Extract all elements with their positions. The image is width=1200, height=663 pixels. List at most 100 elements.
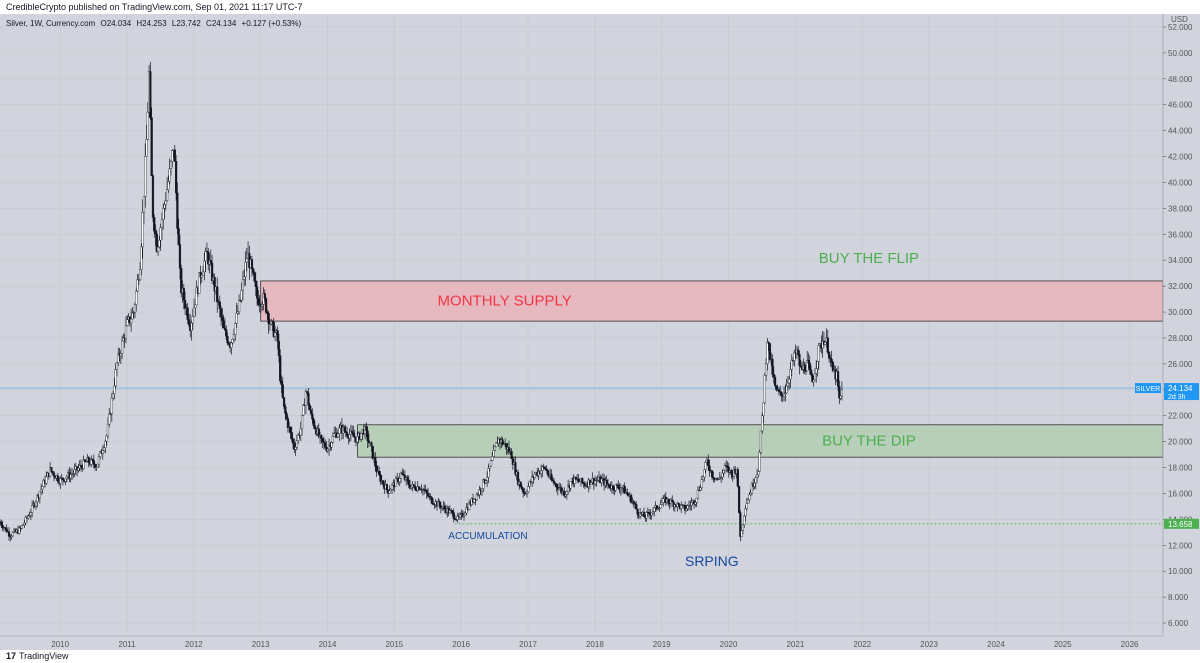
- candle-body: [155, 233, 158, 252]
- candle-body: [379, 474, 382, 482]
- candle-body: [468, 502, 471, 510]
- candle-body: [619, 487, 622, 491]
- candle-body: [767, 341, 770, 344]
- price-axis[interactable]: [1163, 14, 1200, 650]
- candle-body: [451, 510, 454, 513]
- candle-body: [273, 332, 277, 337]
- candle-body: [577, 478, 580, 481]
- candle-body: [790, 360, 793, 370]
- candle-body: [558, 488, 561, 490]
- candle-body: [488, 465, 491, 469]
- candle-body: [200, 274, 203, 278]
- candle-body: [108, 414, 111, 425]
- candle-body: [119, 353, 122, 357]
- candle-body: [632, 501, 635, 504]
- x-tick-label: 2017: [519, 640, 537, 649]
- candle-body: [749, 492, 752, 496]
- candle-body: [545, 468, 548, 471]
- x-tick-label: 2010: [51, 640, 69, 649]
- candle-body: [367, 440, 371, 443]
- candle-body: [322, 441, 326, 444]
- candle-body: [438, 501, 441, 506]
- candle-body: [173, 149, 176, 162]
- currency-label: USD: [1171, 15, 1188, 24]
- candle-body: [501, 439, 504, 445]
- supply-zone[interactable]: [260, 280, 1164, 322]
- y-tick-label: 16.000: [1168, 489, 1193, 498]
- candle-body: [533, 473, 536, 478]
- candle-body: [581, 478, 584, 483]
- candle-body: [839, 395, 842, 399]
- candle-body: [655, 505, 658, 510]
- candle-body: [160, 219, 164, 228]
- candle-body: [344, 431, 347, 433]
- candle-body: [308, 404, 311, 411]
- candle-body: [262, 293, 265, 305]
- candle-body: [34, 501, 38, 507]
- candle-body: [345, 432, 349, 437]
- candle-body: [22, 524, 25, 526]
- change-value: +0.127 (+0.53%): [241, 19, 302, 28]
- candle-body: [827, 352, 831, 359]
- candle-body: [186, 307, 189, 320]
- annotation-label: BUY THE DIP: [822, 433, 916, 450]
- candle-body: [213, 277, 216, 292]
- candle-body: [154, 230, 157, 235]
- candle-body: [594, 480, 597, 485]
- candle-body: [82, 459, 85, 469]
- candle-body: [456, 515, 459, 520]
- candle-body: [388, 490, 391, 494]
- candle-body: [569, 481, 572, 489]
- candle-body: [164, 200, 167, 205]
- candle-body: [207, 251, 210, 265]
- candle-body: [28, 515, 31, 517]
- candle-body: [64, 478, 67, 482]
- candle-body: [475, 494, 478, 500]
- x-tick-label: 2022: [853, 640, 871, 649]
- candle-body: [552, 480, 556, 484]
- candle-body: [510, 451, 513, 460]
- candle-body: [528, 481, 531, 487]
- candle-body: [736, 469, 739, 487]
- candle-body: [51, 471, 54, 474]
- candle-body: [375, 466, 378, 473]
- candle-body: [676, 502, 679, 507]
- candle-body: [79, 465, 83, 467]
- candle-body: [773, 376, 777, 386]
- high-label: H: [136, 19, 143, 28]
- candle-body: [311, 413, 314, 420]
- candle-body: [182, 288, 185, 301]
- candle-body: [806, 360, 809, 372]
- candle-body: [29, 512, 32, 516]
- candle-body: [399, 472, 403, 479]
- candle-body: [621, 487, 624, 489]
- support-tag: [1164, 518, 1199, 529]
- x-tick-label: 2014: [319, 640, 337, 649]
- candle-body: [484, 480, 487, 484]
- candle-body: [300, 414, 304, 430]
- candle-body: [133, 304, 137, 313]
- candle-body: [811, 374, 814, 383]
- candle-body: [757, 471, 760, 475]
- candle-body: [407, 480, 410, 486]
- candle-body: [439, 505, 442, 509]
- candle-body: [648, 511, 651, 515]
- candle-body: [195, 287, 198, 306]
- x-tick-label: 2016: [452, 640, 470, 649]
- candle-body: [174, 161, 178, 194]
- y-tick-label: 36.000: [1168, 230, 1193, 239]
- candle-body: [203, 260, 206, 273]
- candle-body: [38, 491, 41, 499]
- chart-area[interactable]: BUY THE FLIP MONTHLY SUPPLY BUY THE DIP ACC…: [0, 14, 1200, 650]
- candle-body: [87, 457, 90, 463]
- candle-body: [330, 442, 333, 448]
- candle-body: [7, 531, 11, 537]
- candle-body: [104, 440, 107, 448]
- y-tick-label: 28.000: [1168, 334, 1193, 343]
- candle-body: [766, 341, 769, 365]
- candle-body: [390, 484, 394, 490]
- candle-body: [582, 482, 585, 484]
- close-value: 24.134: [211, 19, 237, 28]
- price-chart[interactable]: BUY THE FLIP MONTHLY SUPPLY BUY THE DIP ACC…: [0, 14, 1200, 650]
- candle-body: [235, 312, 238, 324]
